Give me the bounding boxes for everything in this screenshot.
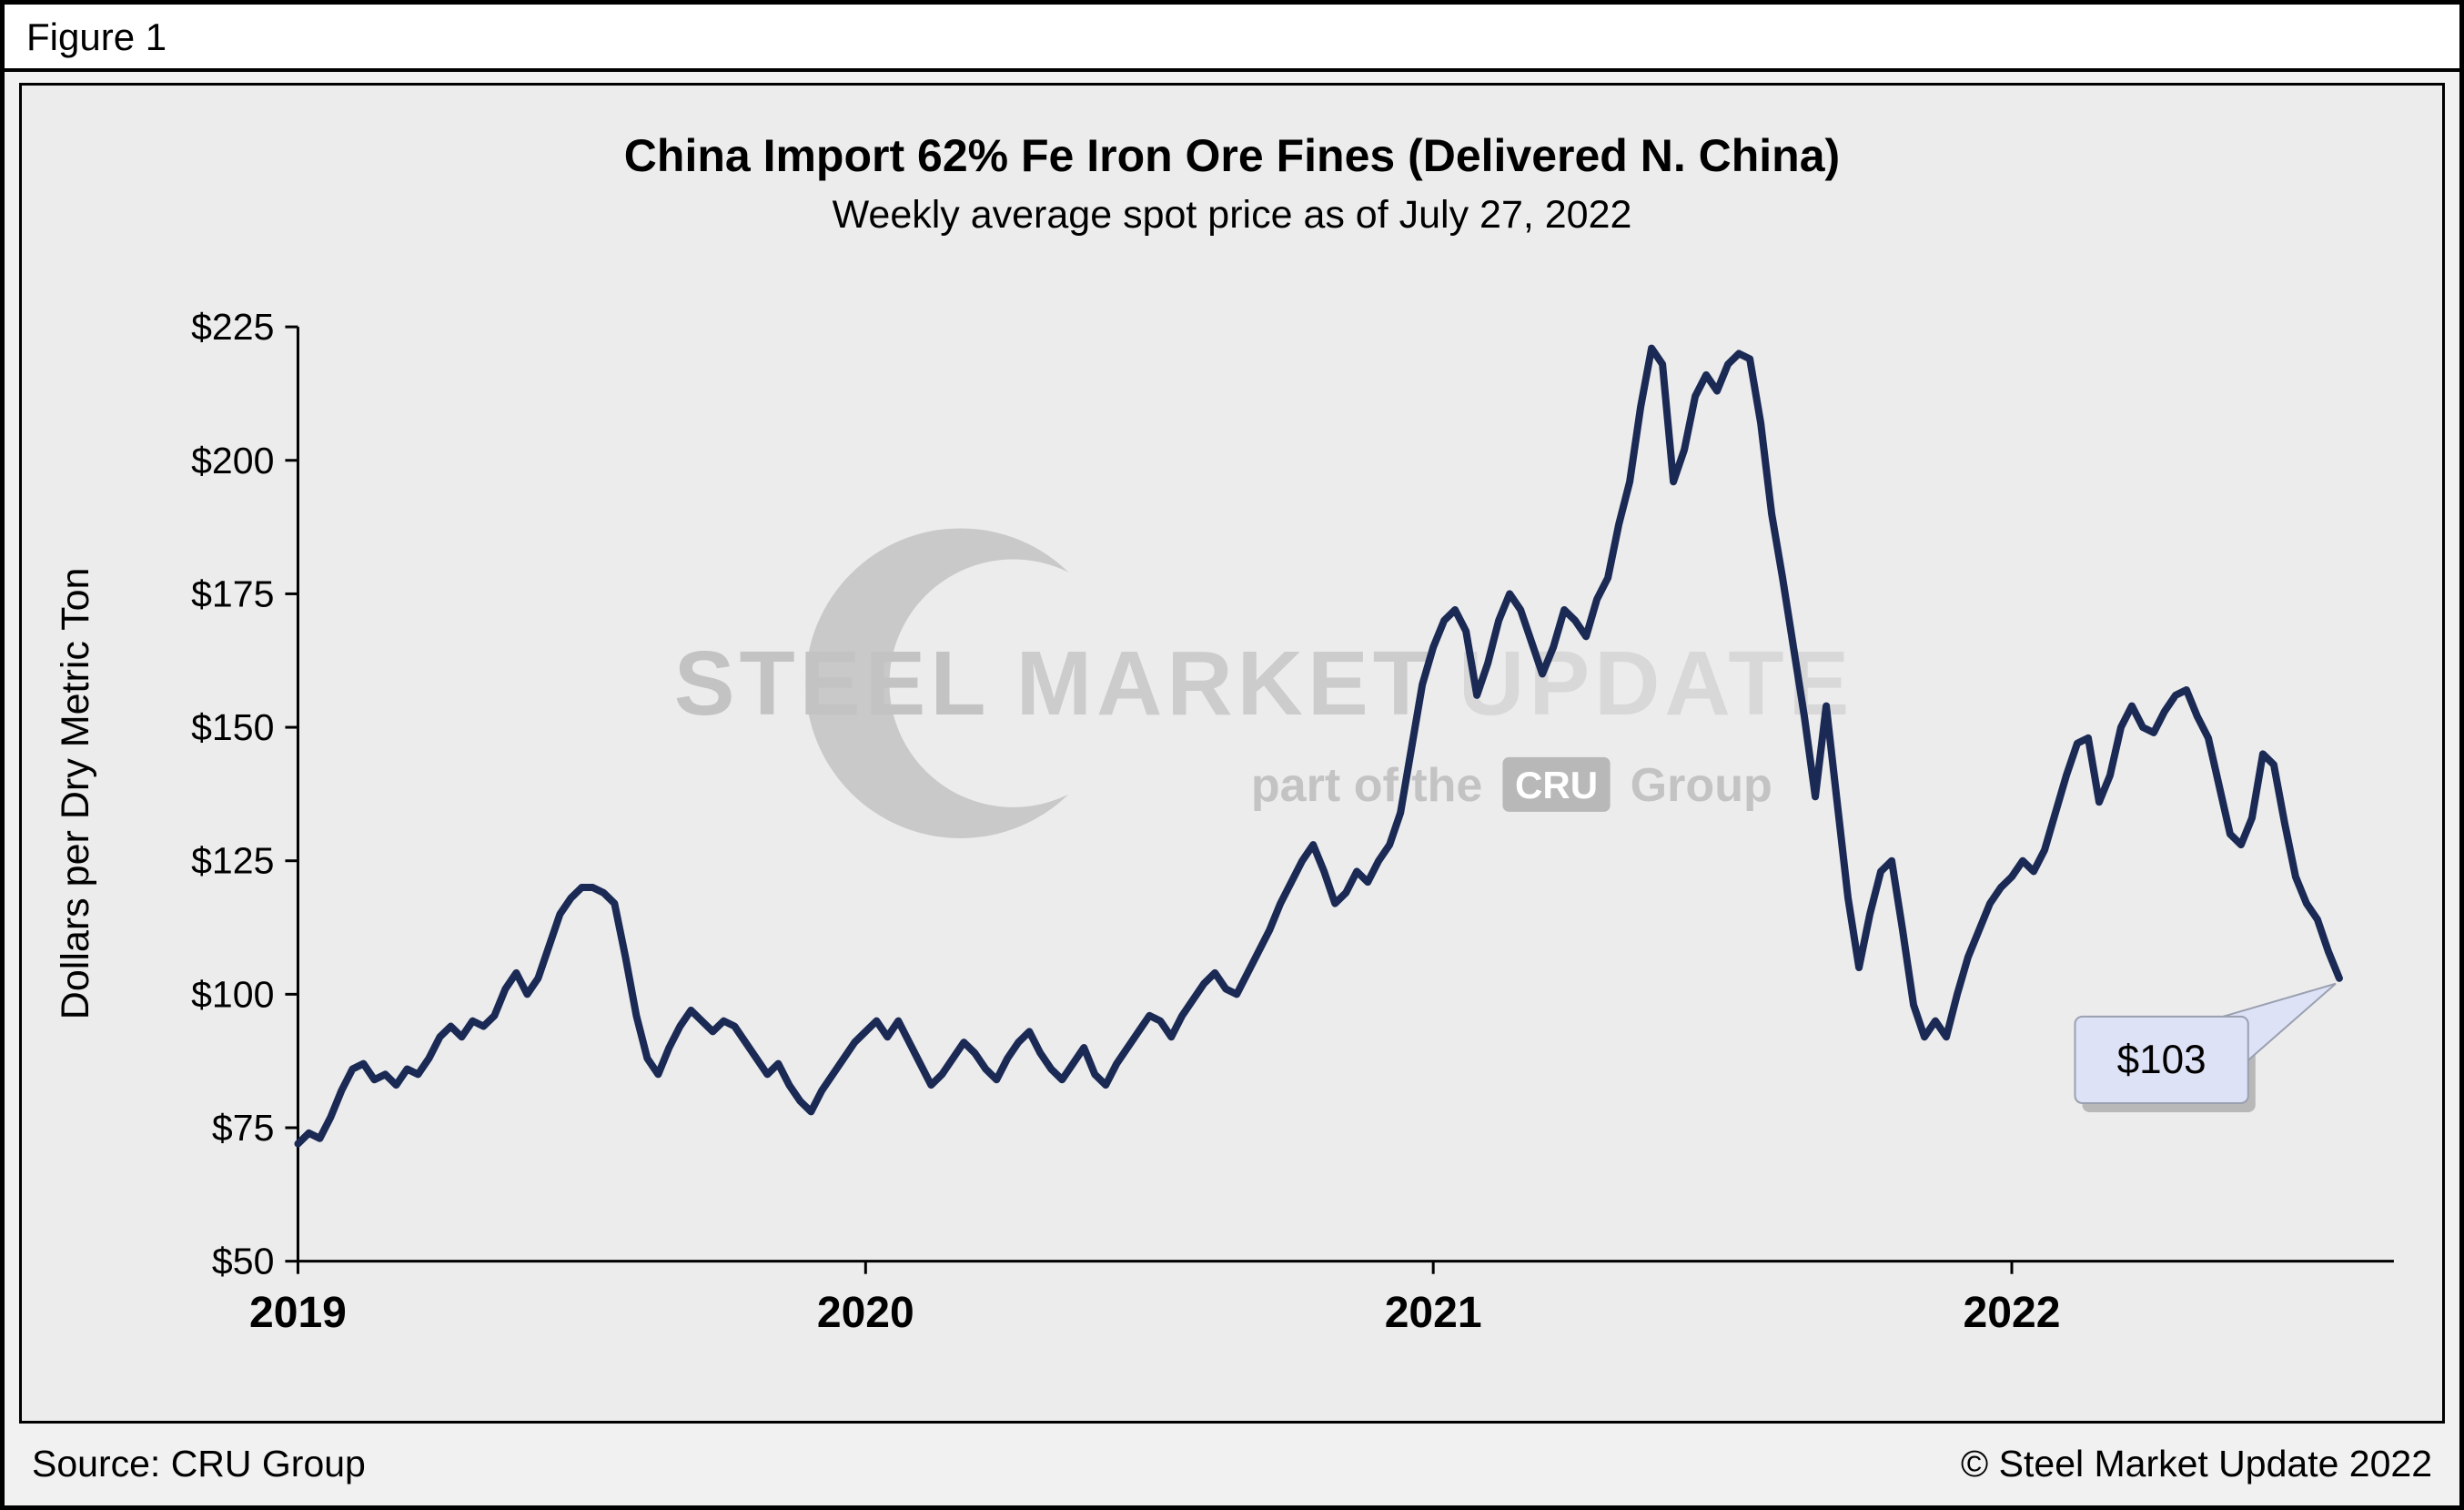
y-tick-label: $125 bbox=[191, 840, 274, 882]
watermark: STEEL MARKET UPDATE part of the CRU Group bbox=[674, 528, 1854, 838]
watermark-cru-label: CRU bbox=[1515, 764, 1598, 806]
axes: $50 $75 $100 $125 $150 $175 $200 $225 2019 2020 20… bbox=[191, 306, 2394, 1337]
y-tick-label: $100 bbox=[191, 973, 274, 1015]
figure-label: Figure 1 bbox=[5, 5, 2459, 72]
y-tick-label: $150 bbox=[191, 706, 274, 748]
price-line bbox=[294, 344, 2343, 1148]
watermark-group-label: Group bbox=[1631, 759, 1772, 812]
watermark-line1: STEEL MARKET UPDATE bbox=[674, 633, 1854, 735]
callout-label: $103 bbox=[2117, 1038, 2206, 1082]
copyright-text: © Steel Market Update 2022 bbox=[1961, 1443, 2432, 1485]
y-tick-label: $225 bbox=[191, 306, 274, 348]
watermark-part-of-the: part of the bbox=[1251, 759, 1483, 812]
chart-subtitle: Weekly average spot price as of July 27,… bbox=[832, 193, 1632, 237]
x-tick-label: 2020 bbox=[817, 1288, 914, 1337]
y-axis-title: Dollars per Dry Metric Ton bbox=[54, 568, 97, 1020]
price-chart: STEEL MARKET UPDATE part of the CRU Group … bbox=[54, 306, 2394, 1337]
source-text: Source: CRU Group bbox=[32, 1443, 366, 1485]
callout-box bbox=[2074, 1015, 2249, 1104]
x-tick-label: 2022 bbox=[1964, 1288, 2061, 1337]
x-tick-label: 2019 bbox=[249, 1288, 347, 1337]
y-tick-label: $75 bbox=[212, 1107, 275, 1149]
chart-title: China Import 62% Fe Iron Ore Fines (Deli… bbox=[623, 130, 1841, 181]
page-footer: Source: CRU Group © Steel Market Update … bbox=[5, 1424, 2459, 1505]
chart-panel: China Import 62% Fe Iron Ore Fines (Deli… bbox=[19, 83, 2445, 1424]
y-tick-label: $200 bbox=[191, 440, 274, 481]
y-tick-label: $175 bbox=[191, 573, 274, 614]
price-line-layer bbox=[294, 344, 2343, 1148]
callout-layer: $103 bbox=[2074, 982, 2337, 1112]
y-tick-label: $50 bbox=[212, 1241, 275, 1282]
watermark-cru-box bbox=[1502, 756, 1611, 812]
x-tick-label: 2021 bbox=[1385, 1288, 1482, 1337]
watermark-crescent-cut bbox=[889, 559, 1137, 807]
